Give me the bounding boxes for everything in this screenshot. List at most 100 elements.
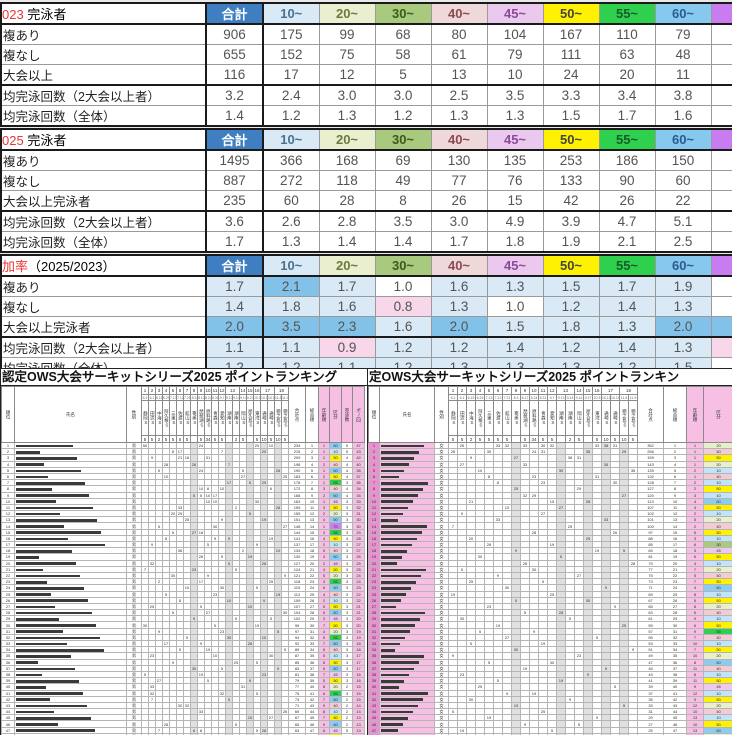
summary-cell[interactable]: 5: [374, 64, 432, 86]
event-name[interactable]: 愛知S: [547, 400, 557, 436]
summary-cell[interactable]: 63: [598, 44, 656, 65]
ranking-pre-header[interactable]: 性別: [434, 386, 449, 443]
summary-cell[interactable]: 152: [262, 44, 320, 65]
summary-cell[interactable]: 48: [654, 44, 712, 65]
summary-cell[interactable]: 130: [430, 149, 488, 171]
event-name[interactable]: 原料路S: [204, 400, 212, 436]
event-name[interactable]: 通崎S: [267, 400, 276, 436]
ranking-post-header[interactable]: 合計点: [288, 386, 307, 443]
event-number[interactable]: 3: [466, 386, 476, 395]
summary-cell[interactable]: 1.6: [654, 105, 712, 127]
summary-cell[interactable]: 1.: [710, 275, 732, 297]
summary-cell[interactable]: 1.3: [654, 296, 712, 317]
summary-cell[interactable]: 1.4: [374, 231, 432, 253]
event-number[interactable]: 3: [155, 386, 163, 395]
event-name[interactable]: 中海S: [155, 400, 163, 436]
ranking-post-header[interactable]: 区分: [329, 386, 343, 443]
ranking-post-header[interactable]: 年齢順: [686, 386, 705, 443]
summary-cell[interactable]: 1.2: [374, 336, 432, 358]
summary-cell[interactable]: 1.2: [542, 296, 600, 317]
age-col-header[interactable]: 55~: [598, 128, 656, 151]
summary-cell[interactable]: 79: [654, 23, 712, 45]
summary-cell[interactable]: 1.8: [542, 316, 600, 338]
age-col-header[interactable]: 50~: [542, 2, 600, 25]
age-col-header[interactable]: 20~: [318, 128, 376, 151]
event-name[interactable]: 通崎S: [260, 400, 269, 436]
age-col-header[interactable]: 45~: [486, 254, 544, 277]
summary-cell[interactable]: 2.5: [654, 231, 712, 253]
event-number[interactable]: 18: [619, 386, 639, 395]
summary-cell[interactable]: 111: [542, 44, 600, 65]
event-name[interactable]: 三重S: [169, 400, 177, 436]
event-points-cell[interactable]: [231, 732, 241, 735]
event-number[interactable]: 13: [224, 386, 241, 395]
summary-row-label[interactable]: 均完泳回数（2大会以上者）: [0, 84, 207, 106]
summary-cell[interactable]: 5.: [710, 84, 732, 106]
event-name[interactable]: 東湾S: [253, 400, 262, 436]
summary-cell[interactable]: 0.9: [318, 336, 376, 358]
summary-cell[interactable]: 655: [205, 44, 264, 65]
age-col-header[interactable]: 合計: [205, 128, 264, 151]
ranking-post-header[interactable]: 区分: [703, 386, 732, 443]
summary-cell[interactable]: 58: [374, 44, 432, 65]
event-name[interactable]: 徳之島S: [274, 400, 283, 436]
summary-cell[interactable]: 80: [430, 23, 488, 45]
event-number[interactable]: 11: [211, 386, 219, 395]
event-name[interactable]: 静岡S: [141, 400, 149, 436]
event-name[interactable]: 三重S: [484, 400, 494, 436]
event-name[interactable]: 岡山S: [239, 400, 248, 436]
summary-row-label[interactable]: 均完泳回数（2大会以上者）: [0, 336, 207, 358]
summary-cell[interactable]: 0.8: [374, 296, 432, 317]
age-col-header[interactable]: 30~: [374, 128, 432, 151]
ranking-post-header[interactable]: 完泳数: [341, 386, 354, 443]
summary-cell[interactable]: 2.5: [430, 84, 488, 106]
summary-cell[interactable]: 110: [598, 23, 656, 45]
summary-cell[interactable]: 2.8: [318, 210, 376, 232]
age-col-header[interactable]: 50~: [542, 128, 600, 151]
event-number[interactable]: 5: [484, 386, 494, 395]
ranking-pre-header[interactable]: 氏名: [379, 386, 435, 443]
event-name[interactable]: 東湾S: [592, 400, 603, 436]
summary-row-label[interactable]: 大会以上完泳者: [0, 316, 207, 338]
event-name[interactable]: 徳之島S: [628, 400, 639, 436]
event-name[interactable]: 田辺S: [148, 400, 156, 436]
summary-cell[interactable]: 1.3: [598, 316, 656, 338]
event-number[interactable]: 2: [148, 386, 156, 395]
summary-cell[interactable]: 3.8: [654, 84, 712, 106]
summary-cell[interactable]: 61: [430, 44, 488, 65]
event-points-cell[interactable]: [610, 732, 621, 735]
summary-cell[interactable]: 79: [486, 44, 544, 65]
summary-cell[interactable]: 11: [654, 64, 712, 86]
summary-cell[interactable]: 1.3: [430, 105, 488, 127]
age-col-header[interactable]: 10~: [262, 254, 320, 277]
event-number[interactable]: 9: [520, 386, 530, 395]
summary-cell[interactable]: 135: [486, 149, 544, 171]
summary-cell[interactable]: 3.5: [486, 84, 544, 106]
summary-cell[interactable]: 22: [654, 190, 712, 212]
summary-cell[interactable]: 8: [710, 44, 732, 65]
summary-cell[interactable]: 104: [486, 23, 544, 45]
summary-cell[interactable]: 1.4: [205, 105, 264, 127]
age-col-header[interactable]: 60~: [654, 2, 712, 25]
event-number[interactable]: 17: [260, 386, 276, 395]
event-number[interactable]: 4: [475, 386, 485, 395]
summary-cell[interactable]: 42: [542, 190, 600, 212]
age-col-header[interactable]: 70: [710, 128, 732, 151]
event-number[interactable]: 1: [448, 386, 458, 395]
event-name[interactable]: 通崎S: [610, 400, 621, 436]
summary-cell[interactable]: 26: [598, 190, 656, 212]
age-col-header[interactable]: 70: [710, 2, 732, 25]
summary-cell[interactable]: 1.4: [598, 296, 656, 317]
summary-cell[interactable]: 1: [710, 170, 732, 191]
summary-cell[interactable]: 366: [262, 149, 320, 171]
ranking-pre-header[interactable]: 氏名: [14, 386, 127, 443]
summary-cell[interactable]: 4.7: [598, 210, 656, 232]
summary-cell[interactable]: 168: [318, 149, 376, 171]
event-number[interactable]: 11: [538, 386, 548, 395]
event-name[interactable]: 阿久根S: [162, 400, 170, 436]
summary-cell[interactable]: 2.6: [262, 210, 320, 232]
summary-cell[interactable]: 1.3: [486, 275, 544, 297]
summary-cell[interactable]: 5.1: [654, 210, 712, 232]
summary-cell[interactable]: 3.0: [318, 84, 376, 106]
event-number[interactable]: 6: [176, 386, 184, 395]
